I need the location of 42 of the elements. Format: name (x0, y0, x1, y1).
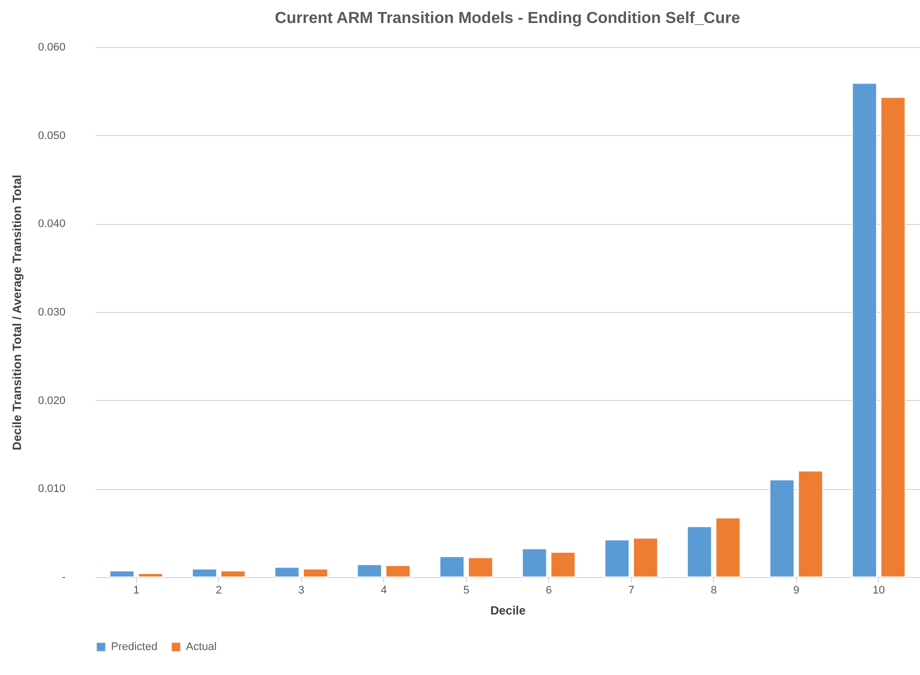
bar (385, 565, 411, 578)
bar (686, 526, 712, 578)
bar (522, 548, 548, 578)
bar (302, 568, 328, 578)
chart-title: Current ARM Transition Models - Ending Condition Self_Cure (274, 10, 740, 27)
bar (880, 96, 906, 578)
x-tick-label: 7 (628, 584, 634, 596)
bar (439, 556, 465, 578)
x-tick-label: 6 (546, 584, 552, 596)
bar (604, 539, 630, 578)
x-tick-label: 5 (463, 584, 470, 596)
y-axis-title: Decile Transition Total / Average Transition Total (10, 174, 24, 450)
bar (769, 479, 795, 578)
y-tick-label: - (62, 572, 66, 584)
legend-label: Actual (186, 641, 217, 653)
bar (192, 568, 218, 578)
bar (550, 552, 576, 578)
y-tick-label: 0.050 (38, 130, 66, 142)
x-axis-title: Decile (490, 604, 526, 618)
bar (220, 570, 246, 578)
y-tick-label: 0.060 (38, 42, 66, 54)
bar (274, 566, 300, 578)
x-tick-label: 3 (298, 584, 304, 596)
x-tick-label: 4 (380, 584, 387, 596)
y-tick-label: 0.040 (38, 218, 66, 230)
x-tick-label: 8 (710, 584, 717, 596)
x-tick-label: 2 (216, 584, 222, 596)
bar (138, 572, 164, 578)
bar (715, 517, 741, 578)
x-tick-label: 9 (793, 584, 800, 596)
x-tick-label: 1 (133, 584, 140, 596)
bar (798, 470, 824, 578)
y-tick-label: 0.020 (38, 394, 66, 407)
bar (632, 538, 658, 578)
x-tick-label: 10 (872, 584, 885, 596)
bar (468, 557, 494, 578)
bar (109, 570, 135, 578)
bar (356, 564, 382, 578)
bar (852, 82, 878, 578)
y-tick-label: 0.030 (38, 306, 66, 318)
legend-label: Predicted (111, 641, 158, 653)
y-tick-label: 0.010 (38, 483, 66, 496)
